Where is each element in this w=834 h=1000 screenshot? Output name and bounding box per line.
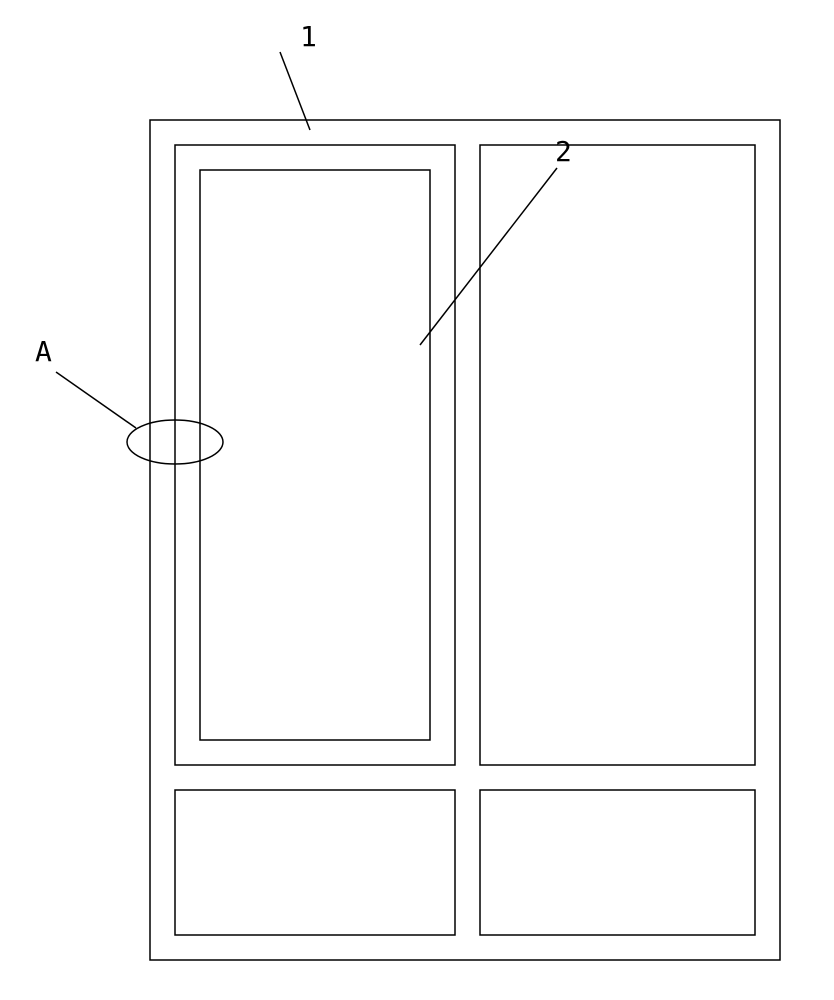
leader-line-1 bbox=[280, 52, 310, 130]
bottom-left-panel bbox=[175, 790, 455, 935]
top-left-inner-panel bbox=[200, 170, 430, 740]
top-right-panel bbox=[480, 145, 755, 765]
bottom-right-panel bbox=[480, 790, 755, 935]
outer-frame bbox=[150, 120, 780, 960]
top-left-outer-panel bbox=[175, 145, 455, 765]
label-1: 1 bbox=[300, 20, 317, 53]
label-a: A bbox=[35, 335, 52, 368]
diagram-container: 1 2 A bbox=[0, 0, 834, 1000]
diagram-svg bbox=[0, 0, 834, 1000]
leader-line-2 bbox=[420, 168, 557, 345]
leader-line-a bbox=[56, 372, 136, 428]
label-2: 2 bbox=[555, 135, 572, 168]
